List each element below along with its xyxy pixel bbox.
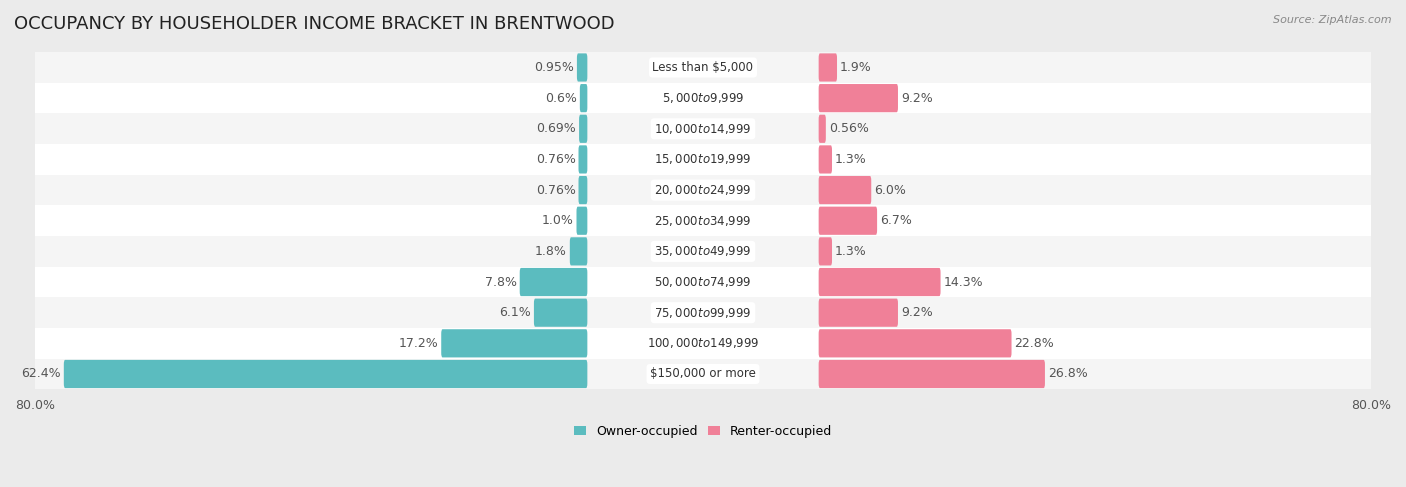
Text: $20,000 to $24,999: $20,000 to $24,999 bbox=[654, 183, 752, 197]
FancyBboxPatch shape bbox=[569, 237, 588, 265]
FancyBboxPatch shape bbox=[818, 84, 898, 112]
Text: 6.1%: 6.1% bbox=[499, 306, 531, 319]
Text: 9.2%: 9.2% bbox=[901, 92, 932, 105]
Text: OCCUPANCY BY HOUSEHOLDER INCOME BRACKET IN BRENTWOOD: OCCUPANCY BY HOUSEHOLDER INCOME BRACKET … bbox=[14, 15, 614, 33]
FancyBboxPatch shape bbox=[35, 358, 1371, 389]
Legend: Owner-occupied, Renter-occupied: Owner-occupied, Renter-occupied bbox=[568, 420, 838, 443]
FancyBboxPatch shape bbox=[35, 144, 1371, 175]
FancyBboxPatch shape bbox=[35, 267, 1371, 298]
FancyBboxPatch shape bbox=[818, 360, 1045, 388]
Text: 62.4%: 62.4% bbox=[21, 368, 60, 380]
Text: $35,000 to $49,999: $35,000 to $49,999 bbox=[654, 244, 752, 259]
FancyBboxPatch shape bbox=[576, 206, 588, 235]
FancyBboxPatch shape bbox=[35, 298, 1371, 328]
Text: 7.8%: 7.8% bbox=[485, 276, 517, 288]
FancyBboxPatch shape bbox=[35, 328, 1371, 358]
Text: 0.76%: 0.76% bbox=[536, 184, 575, 197]
Text: 0.69%: 0.69% bbox=[537, 122, 576, 135]
Text: $10,000 to $14,999: $10,000 to $14,999 bbox=[654, 122, 752, 136]
Text: 0.95%: 0.95% bbox=[534, 61, 574, 74]
FancyBboxPatch shape bbox=[35, 113, 1371, 144]
Text: $25,000 to $34,999: $25,000 to $34,999 bbox=[654, 214, 752, 228]
Text: 9.2%: 9.2% bbox=[901, 306, 932, 319]
Text: 6.7%: 6.7% bbox=[880, 214, 912, 227]
FancyBboxPatch shape bbox=[818, 206, 877, 235]
Text: $150,000 or more: $150,000 or more bbox=[650, 368, 756, 380]
Text: 22.8%: 22.8% bbox=[1015, 337, 1054, 350]
FancyBboxPatch shape bbox=[35, 83, 1371, 113]
FancyBboxPatch shape bbox=[35, 236, 1371, 267]
FancyBboxPatch shape bbox=[534, 299, 588, 327]
Text: Source: ZipAtlas.com: Source: ZipAtlas.com bbox=[1274, 15, 1392, 25]
FancyBboxPatch shape bbox=[35, 52, 1371, 83]
Text: 0.6%: 0.6% bbox=[546, 92, 576, 105]
FancyBboxPatch shape bbox=[578, 176, 588, 204]
Text: 1.3%: 1.3% bbox=[835, 245, 866, 258]
FancyBboxPatch shape bbox=[63, 360, 588, 388]
Text: $50,000 to $74,999: $50,000 to $74,999 bbox=[654, 275, 752, 289]
Text: 1.3%: 1.3% bbox=[835, 153, 866, 166]
FancyBboxPatch shape bbox=[818, 268, 941, 296]
FancyBboxPatch shape bbox=[35, 206, 1371, 236]
Text: 6.0%: 6.0% bbox=[875, 184, 905, 197]
Text: 14.3%: 14.3% bbox=[943, 276, 983, 288]
Text: $5,000 to $9,999: $5,000 to $9,999 bbox=[662, 91, 744, 105]
FancyBboxPatch shape bbox=[818, 176, 872, 204]
FancyBboxPatch shape bbox=[578, 145, 588, 173]
Text: 1.8%: 1.8% bbox=[536, 245, 567, 258]
FancyBboxPatch shape bbox=[818, 114, 825, 143]
FancyBboxPatch shape bbox=[818, 145, 832, 173]
FancyBboxPatch shape bbox=[818, 237, 832, 265]
Text: 0.56%: 0.56% bbox=[828, 122, 869, 135]
FancyBboxPatch shape bbox=[35, 175, 1371, 206]
Text: Less than $5,000: Less than $5,000 bbox=[652, 61, 754, 74]
FancyBboxPatch shape bbox=[441, 329, 588, 357]
Text: 1.0%: 1.0% bbox=[541, 214, 574, 227]
FancyBboxPatch shape bbox=[579, 84, 588, 112]
FancyBboxPatch shape bbox=[818, 54, 837, 82]
Text: 1.9%: 1.9% bbox=[839, 61, 872, 74]
Text: 26.8%: 26.8% bbox=[1047, 368, 1088, 380]
Text: 17.2%: 17.2% bbox=[398, 337, 439, 350]
FancyBboxPatch shape bbox=[520, 268, 588, 296]
Text: $15,000 to $19,999: $15,000 to $19,999 bbox=[654, 152, 752, 167]
FancyBboxPatch shape bbox=[579, 114, 588, 143]
Text: $75,000 to $99,999: $75,000 to $99,999 bbox=[654, 306, 752, 319]
Text: $100,000 to $149,999: $100,000 to $149,999 bbox=[647, 337, 759, 350]
Text: 0.76%: 0.76% bbox=[536, 153, 575, 166]
FancyBboxPatch shape bbox=[818, 299, 898, 327]
FancyBboxPatch shape bbox=[576, 54, 588, 82]
FancyBboxPatch shape bbox=[818, 329, 1011, 357]
